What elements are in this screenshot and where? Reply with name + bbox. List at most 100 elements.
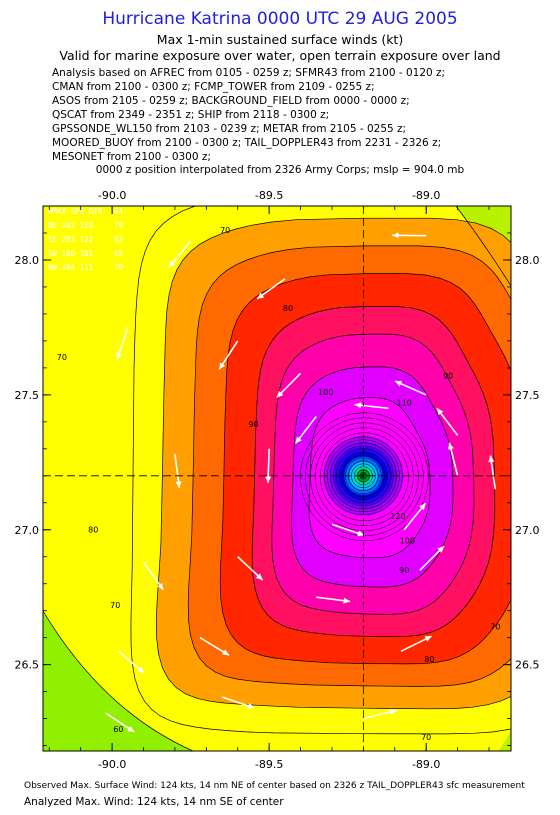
wind-vector: [514, 566, 528, 597]
wind-vector-head: [116, 352, 123, 360]
contour-label: 80: [88, 525, 98, 534]
interpolation-note: 0000 z position interpolated from 2326 A…: [95, 164, 465, 176]
legend-label: SW 180 101: [48, 249, 93, 258]
contour-line-60: [455, 206, 511, 287]
contour-line: [291, 366, 454, 588]
wind-vector-head: [395, 380, 403, 387]
contour-label: 110: [397, 399, 412, 408]
source-line: MOORED_BUOY from 2100 - 0300 z; TAIL_DOP…: [52, 137, 442, 149]
legend-label: NE 202 120: [48, 221, 94, 230]
contour-line: [300, 412, 429, 542]
contour-label-layer: 70 70 70 70 70 70 80 80 80 80 90 90 90 100 100 110 120 60: [57, 226, 560, 742]
wind-vector-head: [389, 708, 397, 715]
legend-label: WMAX SPD DIR: [48, 207, 103, 216]
chart-subtitle-exposure: Valid for marine exposure over water, op…: [59, 48, 501, 63]
y-tick-label-left: 26.5: [15, 659, 40, 672]
x-tick-label-bottom: -89.0: [412, 758, 440, 771]
axis-ticks: -90.0-90.0-89.5-89.5-89.0-89.0-88.5-88.5…: [15, 189, 540, 771]
wind-vector-head: [343, 597, 350, 604]
wind-vector-head: [168, 260, 176, 268]
contour-label: 100: [400, 536, 415, 545]
wind-vector-head: [127, 725, 135, 732]
y-tick-label-right: 28.0: [515, 254, 540, 267]
wind-vector: [520, 327, 546, 349]
x-tick-label-top: -90.0: [98, 189, 126, 202]
wind-vector-head: [175, 481, 182, 488]
y-tick-label-left: 27.5: [15, 389, 40, 402]
source-line: MESONET from 2100 - 0300 z;: [52, 151, 211, 163]
wind-vector-head: [257, 292, 265, 299]
wind-vector-head: [523, 566, 529, 573]
legend-label: NW 184 111: [48, 263, 93, 272]
band-below-60: [43, 611, 193, 751]
wind-vector-head: [137, 666, 145, 674]
band-below-60: [456, 206, 511, 286]
wind-vector-head: [255, 573, 263, 581]
contour-line-70: [130, 206, 511, 735]
y-tick-label-left: 28.0: [15, 254, 40, 267]
legend-label: SE 203 122: [48, 235, 93, 244]
contour-label: 70: [110, 601, 120, 610]
contour-line: [271, 333, 475, 615]
wind-vector: [545, 417, 558, 449]
wind-vector-head: [357, 530, 365, 537]
wind-vector: [521, 224, 552, 238]
contour-line: [310, 422, 419, 532]
contour-label: 70: [220, 226, 230, 235]
source-line: GPSSONDE_WL150 from 2103 - 0239 z; METAR…: [52, 123, 407, 135]
source-line: Analysis based on AFREC from 0105 - 0259…: [52, 67, 446, 79]
y-tick-label-left: 27.0: [15, 524, 40, 537]
wind-vector-head: [219, 362, 226, 370]
wind-vector-head: [354, 402, 362, 409]
contour-label: 90: [248, 420, 258, 429]
wind-vector-head: [157, 582, 164, 590]
contour-line: [219, 273, 511, 665]
contour-label: 80: [283, 304, 293, 313]
contour-label: 90: [443, 372, 453, 381]
wind-vector-head: [437, 546, 444, 553]
legend-value: 64: [114, 207, 124, 216]
contour-line: [308, 397, 431, 559]
contour-line: [187, 245, 511, 687]
x-tick-label-bottom: -90.0: [98, 758, 126, 771]
contour-line-60: [43, 610, 194, 751]
wind-vector-head: [447, 442, 454, 450]
contour-label: 70: [57, 353, 67, 362]
wind-vector-head: [265, 476, 272, 483]
y-tick-label-right: 27.5: [515, 389, 540, 402]
wind-vector-head: [437, 408, 444, 416]
x-tick-label-bottom: -89.5: [255, 758, 283, 771]
wind-vector-head: [520, 327, 527, 333]
wind-vector-head: [488, 455, 495, 463]
legend-value: 65: [114, 249, 123, 258]
contour-label: 70: [490, 623, 500, 632]
chart-subtitle-wind-type: Max 1-min sustained surface winds (kt): [156, 32, 404, 47]
contour-label: 120: [390, 512, 405, 521]
wind-vector-head: [247, 702, 255, 709]
contour-label: 80: [518, 353, 528, 362]
wind-vector-head: [521, 224, 528, 230]
contour-line: [305, 417, 424, 537]
contour-line: [315, 427, 414, 527]
source-line: ASOS from 2105 - 0259 z; BACKGROUND_FIEL…: [52, 95, 410, 107]
contour-label: 100: [318, 388, 333, 397]
x-tick-label-top: -89.5: [255, 189, 283, 202]
wind-vector-head: [222, 649, 230, 656]
quadrant-legend: WMAX SPD DIR 64 NE 202 120 79 SE 203 122 82 SW…: [48, 207, 124, 272]
center-crosshair: [43, 206, 511, 751]
contour-label: 70: [421, 733, 431, 742]
contour-label: 70: [556, 304, 560, 313]
legend-value: 79: [114, 221, 123, 230]
contour-label: 60: [113, 725, 123, 734]
contour-label: 90: [399, 566, 409, 575]
wind-vector-layer: [105, 224, 560, 733]
wind-vector-head: [556, 275, 560, 281]
wind-vector-head: [276, 390, 284, 398]
legend-value: 79: [114, 263, 123, 272]
wind-vector-head: [392, 232, 399, 239]
observed-max-wind-note: Observed Max. Surface Wind: 124 kts, 14 …: [24, 781, 525, 791]
wind-vector-head: [424, 636, 432, 642]
plot-frame: [42, 205, 512, 752]
x-tick-label-top: -89.0: [412, 189, 440, 202]
